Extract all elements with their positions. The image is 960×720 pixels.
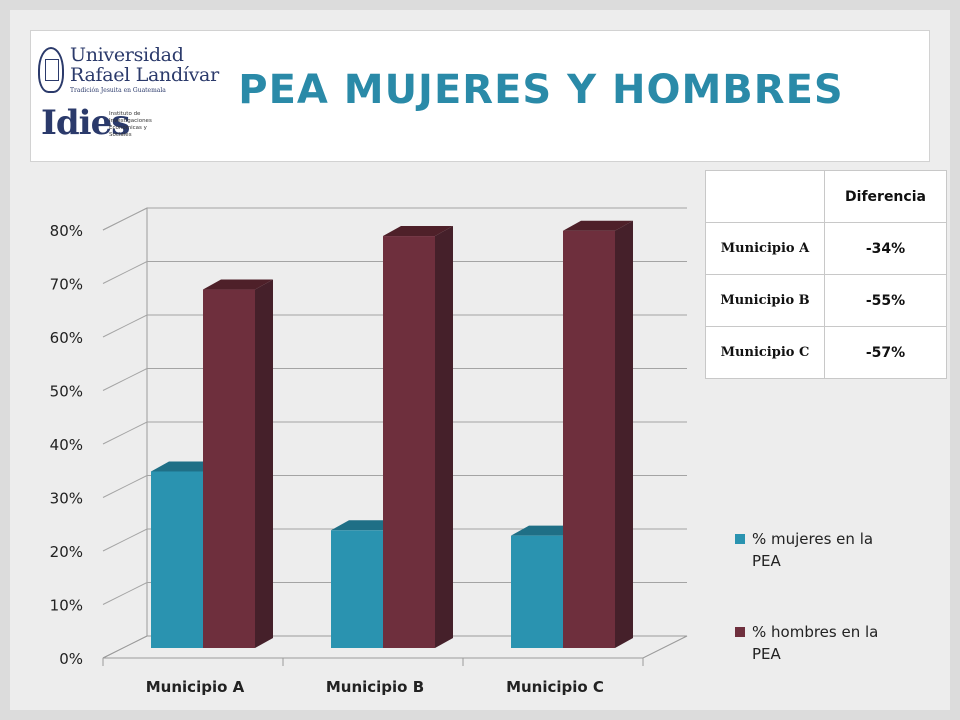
y-tick-label: 50%	[50, 383, 83, 401]
gridline	[102, 261, 687, 284]
legend-label: % mujeres en la PEA	[752, 530, 874, 570]
table-row-label: Municipio B	[705, 274, 825, 327]
bar-side	[435, 226, 453, 649]
y-tick-label: 60%	[50, 329, 83, 347]
y-tick-label: 70%	[50, 276, 83, 294]
bar-hombres	[563, 230, 615, 648]
gridline	[102, 368, 687, 391]
university-logo: Universidad Rafael Landívar Tradición Je…	[38, 44, 219, 97]
x-category-label: Municipio A	[146, 678, 245, 696]
bar-top	[563, 220, 633, 231]
bar-mujeres	[511, 535, 563, 648]
gridline	[102, 528, 687, 552]
gridline	[102, 421, 687, 445]
y-tick-label: 80%	[50, 222, 83, 240]
legend-label: % hombres en la PEA	[752, 623, 879, 663]
legend-swatch	[735, 534, 745, 544]
bar-side	[615, 220, 633, 648]
y-tick-label: 20%	[50, 543, 83, 561]
bar-side	[255, 279, 273, 648]
table-row-value: -57%	[824, 326, 947, 379]
idies-logo: Idies Instituto de Investigaciones Econó…	[41, 101, 171, 149]
y-tick-label: 30%	[50, 490, 83, 508]
table-row-label: Municipio C	[705, 326, 825, 379]
bar-mujeres	[151, 471, 203, 648]
bar-top	[203, 279, 273, 290]
slide-header: Universidad Rafael Landívar Tradición Je…	[30, 30, 930, 162]
table-header-cell: Diferencia	[824, 170, 947, 223]
bar-hombres	[203, 289, 255, 648]
table-row-value: -34%	[824, 222, 947, 275]
university-name-line1: Universidad	[70, 44, 184, 66]
table-header-row: Diferencia	[705, 170, 947, 223]
table-row: Municipio A -34%	[705, 222, 947, 275]
bar-hombres	[383, 236, 435, 649]
gridline	[102, 314, 687, 338]
legend-swatch	[735, 627, 745, 637]
table-row: Municipio B -55%	[705, 274, 947, 327]
idies-wordmark: Idies	[41, 103, 130, 143]
gridline	[102, 475, 687, 498]
table-header-cell	[705, 170, 825, 223]
y-tick-label: 0%	[59, 650, 83, 668]
idies-subtitle: Instituto de Investigaciones Económicas …	[109, 111, 152, 138]
x-category-label: Municipio B	[326, 678, 424, 696]
gridline	[102, 582, 687, 605]
gridline	[102, 207, 687, 231]
university-seal-icon	[38, 47, 64, 93]
x-category-label: Municipio C	[506, 678, 604, 696]
y-tick-label: 40%	[50, 436, 83, 454]
slide-title: PEA MUJERES Y HOMBRES	[238, 67, 844, 113]
bar-mujeres	[331, 530, 383, 648]
bar-top	[383, 226, 453, 237]
table-row-label: Municipio A	[705, 222, 825, 275]
difference-table: Diferencia Municipio A -34% Municipio B …	[705, 170, 947, 379]
y-tick-label: 10%	[50, 597, 83, 615]
university-name-line2: Rafael Landívar	[70, 64, 219, 86]
university-tagline: Tradición Jesuita en Guatemala	[70, 87, 166, 94]
table-row: Municipio C -57%	[705, 326, 947, 379]
table-row-value: -55%	[824, 274, 947, 327]
